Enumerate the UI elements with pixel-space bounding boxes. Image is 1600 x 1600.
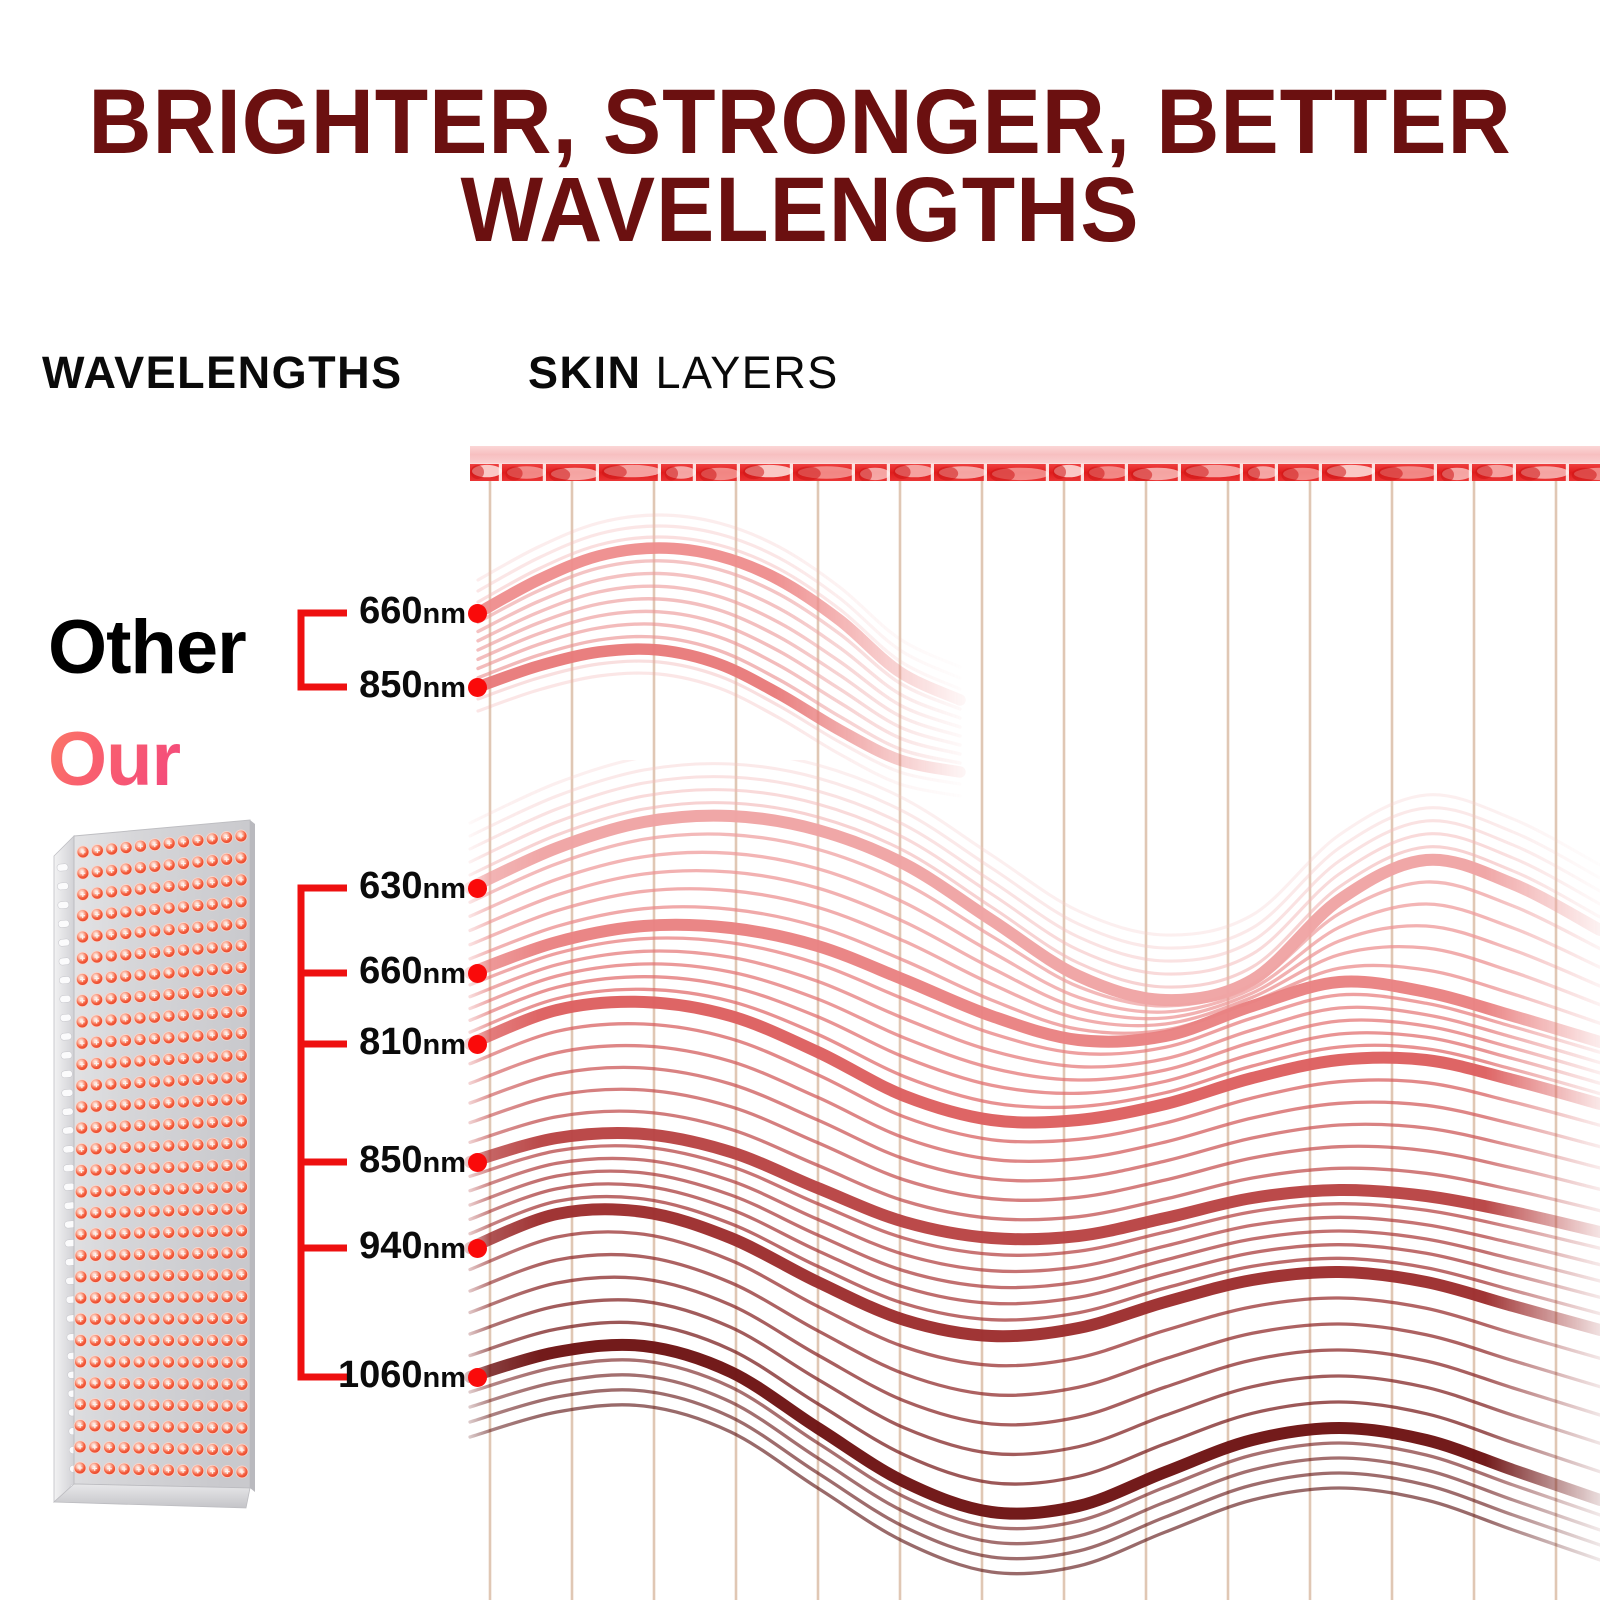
wavelength-unit: nm	[422, 1233, 467, 1265]
wavelength-label-850nm: 850nm	[359, 666, 466, 704]
wavelength-unit: nm	[422, 598, 467, 630]
wavelength-value: 660	[359, 590, 423, 632]
wavelength-marker-dot-940nm	[468, 1239, 487, 1258]
red-light-therapy-panel	[52, 819, 255, 1509]
wavelength-value: 940	[359, 1225, 423, 1267]
wavelength-value: 850	[359, 1139, 423, 1181]
wavelength-label-850nm: 850nm	[359, 1141, 466, 1179]
our-wave-bundle	[464, 749, 1600, 1576]
caption-layers-light: LAYERS	[641, 347, 839, 398]
wavelength-value: 660	[359, 950, 423, 992]
wavelength-value: 1060	[337, 1354, 423, 1396]
caption-wavelengths: WAVELENGTHS	[42, 347, 403, 398]
wavelength-unit: nm	[422, 1147, 467, 1179]
wavelength-label-940nm: 940nm	[359, 1227, 466, 1265]
brand-label-our: Our	[48, 717, 181, 802]
wavelength-value: 850	[359, 664, 423, 706]
wavelength-marker-dot-810nm	[468, 1035, 487, 1054]
wavelength-marker-dot-660nm	[468, 604, 487, 623]
wavelength-label-630nm: 630nm	[359, 867, 466, 905]
wavelength-label-660nm: 660nm	[359, 952, 466, 990]
epidermis-cell-texture	[470, 464, 1600, 481]
wavelength-value: 810	[359, 1021, 423, 1063]
wavelength-label-810nm: 810nm	[359, 1023, 466, 1061]
panel-led-grid	[73, 829, 249, 1479]
wavelength-unit: nm	[422, 1029, 467, 1061]
wavelength-marker-dot-630nm	[468, 879, 487, 898]
caption-skin-layers: SKIN LAYERS	[528, 347, 839, 399]
caption-skin-bold: SKIN	[528, 347, 642, 398]
wavelength-value: 630	[359, 865, 423, 907]
wavelength-label-1060nm: 1060nm	[338, 1356, 466, 1394]
skin-surface-band	[470, 446, 1600, 481]
wavelength-unit: nm	[422, 958, 467, 990]
wavelength-label-660nm: 660nm	[359, 592, 466, 630]
wavelength-marker-dot-1060nm	[468, 1368, 487, 1387]
wavelength-marker-dot-660nm	[468, 964, 487, 983]
wavelength-unit: nm	[422, 1362, 467, 1394]
wavelength-brackets	[297, 609, 347, 1381]
page-title: BRIGHTER, STRONGER, BETTER WAVELENGTHS	[88, 71, 1512, 261]
other-wave-bundle	[472, 513, 966, 798]
brand-label-other: Other	[48, 605, 247, 690]
wavelength-marker-dot-850nm	[468, 678, 487, 697]
wavelength-unit: nm	[422, 672, 467, 704]
wavelength-unit: nm	[422, 873, 467, 905]
wavelength-marker-dot-850nm	[468, 1153, 487, 1172]
